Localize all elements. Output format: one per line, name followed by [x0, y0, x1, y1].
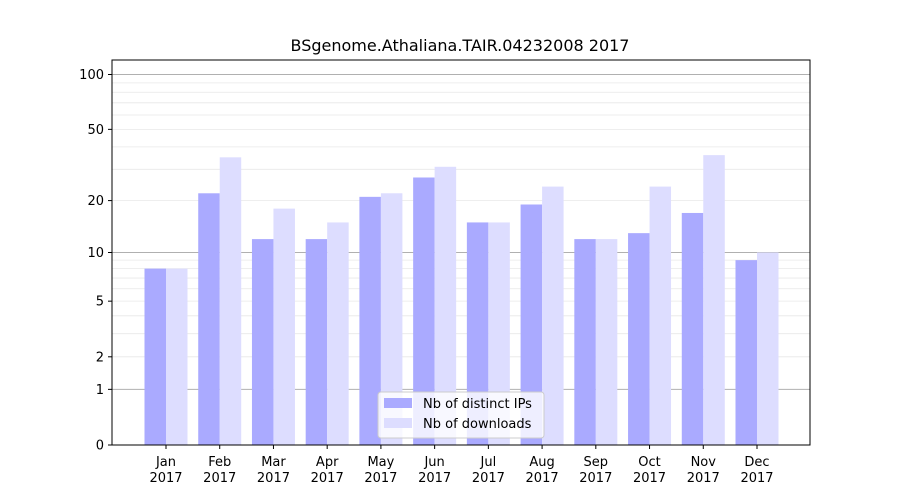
legend-label: Nb of downloads: [423, 417, 532, 432]
x-tick-label-year: 2017: [472, 471, 505, 486]
x-tick-label-month: Feb: [208, 455, 231, 470]
bar-downloads: [595, 239, 618, 445]
x-tick-label-month: Oct: [638, 455, 660, 470]
bar-downloads: [488, 222, 510, 445]
bar-distinct-ips: [466, 222, 489, 445]
x-tick-label-month: Jul: [480, 455, 497, 470]
bar-distinct-ips: [574, 239, 596, 445]
y-tick-label: 10: [87, 246, 104, 261]
x-tick-label-month: Apr: [316, 455, 339, 470]
legend-box: [377, 391, 545, 439]
x-tick-label-month: Nov: [691, 455, 717, 470]
x-tick-label-month: Mar: [261, 455, 286, 470]
bar-downloads: [703, 155, 725, 446]
x-tick-label-month: Jun: [423, 455, 444, 470]
bar-distinct-ips: [628, 233, 650, 445]
x-tick-label-year: 2017: [740, 471, 773, 486]
bar-downloads: [327, 222, 349, 445]
y-tick-label: 20: [87, 194, 104, 209]
x-tick-label-month: Sep: [584, 455, 609, 470]
legend-label: Nb of distinct IPs: [423, 397, 532, 412]
bar-distinct-ips: [413, 177, 435, 445]
bar-downloads: [380, 193, 403, 445]
x-tick-label-year: 2017: [633, 471, 666, 486]
x-tick-label-year: 2017: [526, 471, 559, 486]
x-tick-label-year: 2017: [257, 471, 290, 486]
legend: Nb of distinct IPs Nb of downloads: [377, 391, 545, 439]
x-tick-label-year: 2017: [311, 471, 344, 486]
bar-distinct-ips: [359, 196, 381, 445]
bar-distinct-ips: [681, 212, 704, 445]
bar-distinct-ips: [520, 204, 543, 445]
x-tick-label-year: 2017: [203, 471, 236, 486]
bar-downloads: [219, 157, 242, 445]
bar-distinct-ips: [144, 268, 166, 445]
legend-swatch: [384, 418, 412, 428]
bar-downloads: [757, 252, 779, 445]
x-tick-label-year: 2017: [364, 471, 397, 486]
chart-title: BSgenome.Athaliana.TAIR.04232008 2017: [291, 36, 630, 55]
x-tick-label-month: Aug: [529, 455, 554, 470]
x-tick-label-month: Dec: [744, 455, 769, 470]
bar-distinct-ips: [251, 239, 274, 445]
y-tick-label: 1: [96, 383, 104, 398]
x-axis: Jan2017Feb2017Mar2017Apr2017May2017Jun20…: [149, 445, 774, 486]
bar-distinct-ips: [735, 260, 757, 445]
x-tick-label-year: 2017: [687, 471, 720, 486]
y-tick-label: 50: [87, 123, 104, 138]
bar-distinct-ips: [198, 193, 220, 445]
y-tick-label: 100: [79, 68, 104, 83]
x-tick-label-year: 2017: [149, 471, 182, 486]
bar-downloads: [434, 166, 457, 446]
x-tick-label-year: 2017: [418, 471, 451, 486]
y-tick-label: 5: [96, 295, 104, 310]
legend-swatch: [384, 398, 412, 408]
bar-distinct-ips: [305, 239, 328, 445]
y-tick-label: 2: [96, 350, 104, 365]
x-tick-label-month: Jan: [155, 455, 176, 470]
bar-downloads: [273, 208, 295, 445]
x-tick-label-year: 2017: [579, 471, 612, 486]
bars: [144, 155, 779, 446]
x-tick-label-month: May: [367, 455, 394, 470]
y-axis: 0 1 2 5 10 20 50 100: [79, 68, 112, 454]
bar-downloads: [649, 186, 672, 445]
bar-downloads: [166, 268, 188, 445]
bar-downloads: [542, 186, 564, 445]
y-tick-label: 0: [96, 439, 104, 454]
